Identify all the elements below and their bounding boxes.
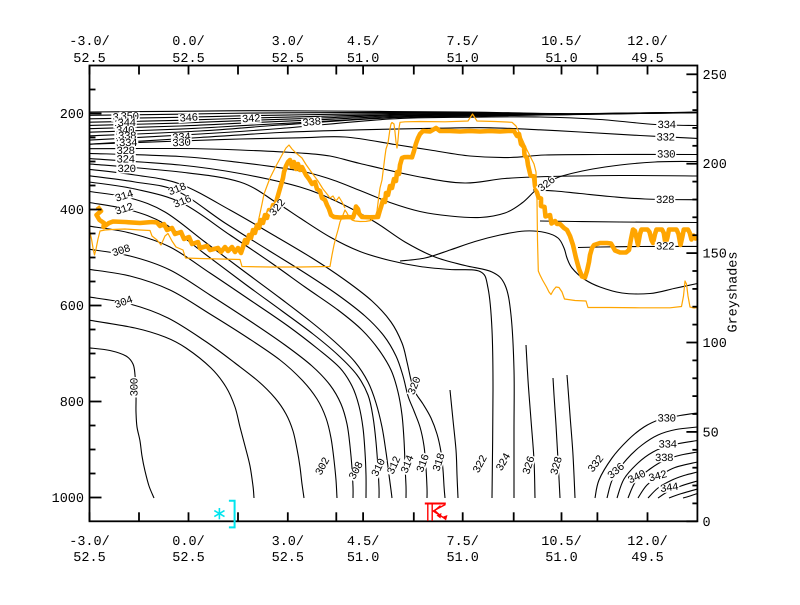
svg-text:1000: 1000: [52, 492, 84, 507]
svg-text:344: 344: [659, 482, 680, 497]
svg-text:12.0/: 12.0/: [627, 535, 668, 550]
svg-text:51.0: 51.0: [446, 52, 478, 67]
svg-text:308: 308: [111, 243, 132, 260]
svg-text:10.5/: 10.5/: [541, 535, 582, 550]
svg-text:7.5/: 7.5/: [446, 35, 478, 50]
svg-text:50: 50: [703, 426, 719, 441]
svg-text:320: 320: [117, 164, 135, 176]
svg-text:52.5: 52.5: [272, 551, 304, 566]
svg-text:312: 312: [114, 202, 135, 219]
svg-text:318: 318: [431, 452, 448, 473]
svg-text:150: 150: [703, 248, 727, 263]
svg-text:338: 338: [655, 453, 673, 465]
svg-text:330: 330: [657, 414, 675, 426]
svg-text:52.5: 52.5: [172, 52, 204, 67]
svg-text:0.0/: 0.0/: [172, 535, 204, 550]
svg-text:52.5: 52.5: [272, 52, 304, 67]
svg-text:600: 600: [60, 300, 84, 315]
svg-text:330: 330: [657, 150, 675, 162]
svg-text:-3.0/: -3.0/: [69, 535, 110, 550]
svg-text:51.0: 51.0: [347, 551, 379, 566]
svg-text:49.5: 49.5: [631, 52, 663, 67]
svg-text:338: 338: [302, 116, 321, 130]
svg-text:51.0: 51.0: [347, 52, 379, 67]
svg-text:326: 326: [521, 455, 538, 476]
svg-text:7.5/: 7.5/: [446, 535, 478, 550]
svg-text:49.5: 49.5: [631, 551, 663, 566]
svg-text:4.5/: 4.5/: [347, 35, 379, 50]
svg-text:51.0: 51.0: [545, 551, 577, 566]
svg-text:324: 324: [116, 155, 135, 167]
svg-text:0.0/: 0.0/: [172, 35, 204, 50]
svg-text:328: 328: [656, 195, 674, 207]
svg-text:51.0: 51.0: [545, 52, 577, 67]
svg-text:346: 346: [179, 112, 198, 125]
svg-text:322: 322: [656, 241, 674, 253]
svg-text:316: 316: [415, 453, 433, 474]
svg-text:3.0/: 3.0/: [272, 35, 304, 50]
svg-text:328: 328: [116, 146, 134, 158]
svg-text:330: 330: [172, 137, 191, 150]
svg-text:51.0: 51.0: [446, 551, 478, 566]
svg-text:332: 332: [656, 133, 674, 145]
svg-text:300: 300: [130, 378, 142, 396]
svg-text:-3.0/: -3.0/: [69, 35, 110, 50]
svg-text:342: 342: [242, 113, 261, 126]
svg-text:334: 334: [657, 120, 676, 132]
svg-text:400: 400: [60, 204, 84, 219]
svg-text:4.5/: 4.5/: [347, 535, 379, 550]
svg-text:100: 100: [703, 337, 727, 352]
svg-text:334: 334: [658, 440, 677, 452]
svg-text:Greyshades: Greyshades: [727, 251, 742, 332]
svg-text:342: 342: [647, 469, 668, 485]
svg-text:52.5: 52.5: [172, 551, 204, 566]
svg-text:0: 0: [703, 516, 711, 531]
svg-text:200: 200: [703, 158, 727, 173]
svg-text:314: 314: [114, 188, 136, 205]
svg-text:10.5/: 10.5/: [541, 35, 582, 50]
svg-text:12.0/: 12.0/: [627, 35, 668, 50]
svg-text:800: 800: [60, 396, 84, 411]
svg-text:52.5: 52.5: [73, 551, 105, 566]
svg-text:328: 328: [549, 456, 566, 477]
svg-text:52.5: 52.5: [73, 52, 105, 67]
svg-text:250: 250: [703, 69, 727, 84]
svg-text:200: 200: [60, 108, 84, 123]
svg-text:3.0/: 3.0/: [272, 535, 304, 550]
